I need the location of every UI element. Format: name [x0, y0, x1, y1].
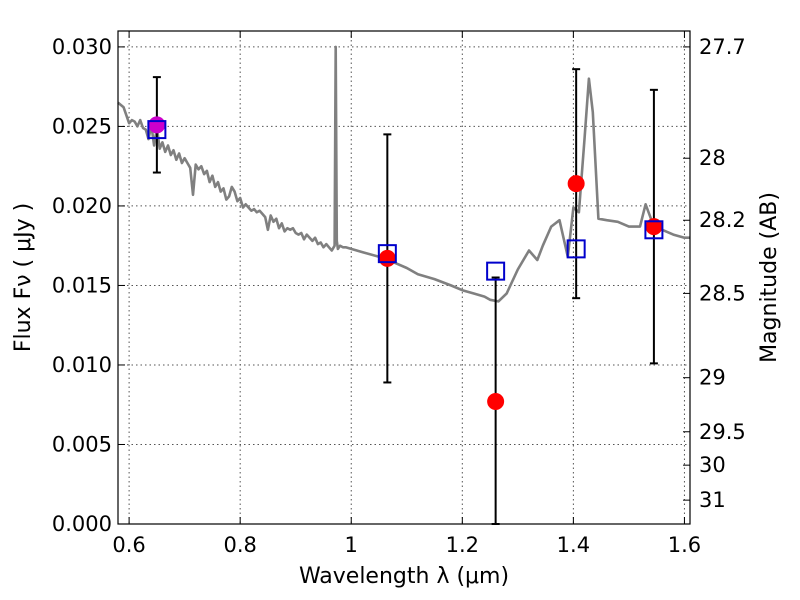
y-tick-label: 0.005	[52, 432, 112, 456]
y-tick-label: 0.020	[52, 194, 112, 218]
model-photometry-point	[377, 244, 397, 264]
error-bars	[152, 68, 658, 525]
y-tick-label: 0.000	[52, 512, 112, 536]
observed-point	[567, 175, 585, 193]
model-photometry-point	[644, 220, 664, 240]
observed-point	[487, 393, 505, 411]
model-spectrum-line	[117, 45, 690, 303]
observed-point	[148, 116, 166, 134]
x-tick-label: 0.8	[223, 533, 256, 557]
y-tick-label: 0.010	[52, 353, 112, 377]
x-tick-label: 1.6	[668, 533, 701, 557]
observed-point	[378, 249, 396, 267]
y-tick-label: 0.025	[52, 114, 112, 138]
x-tick-label: 1	[345, 533, 358, 557]
model-photometry-point	[566, 239, 586, 259]
grid	[118, 31, 690, 525]
y2-tick-label: 29.5	[699, 420, 746, 444]
y2-axis-label: Magnitude (AB)	[757, 192, 782, 363]
x-axis-label: Wavelength λ (μm)	[299, 564, 509, 589]
model-photometry-point	[147, 120, 167, 140]
plot-frame	[117, 30, 691, 525]
y2-tick-label: 27.7	[699, 35, 746, 59]
y2-tick-label: 31	[699, 488, 726, 512]
model-spectrum	[117, 45, 690, 303]
y-tick-label: 0.030	[52, 35, 112, 59]
axis-ticks	[118, 31, 690, 525]
y-axis-label: Flux Fν ( μJy )	[11, 203, 36, 352]
y2-tick-label: 29	[699, 366, 726, 390]
y2-tick-label: 30	[699, 453, 726, 477]
y2-tick-label: 28.5	[699, 281, 746, 305]
model-photometry-point	[486, 261, 506, 281]
observed-points	[148, 116, 663, 411]
y-tick-label: 0.015	[52, 273, 112, 297]
x-tick-label: 1.2	[446, 533, 479, 557]
y2-tick-label: 28	[699, 146, 726, 170]
x-tick-label: 0.6	[112, 533, 145, 557]
model-photometry-points	[147, 120, 664, 281]
y2-tick-labels: 27.7 28 28.2 28.5 29 29.5 30 31	[699, 35, 746, 512]
x-tick-label: 1.4	[557, 533, 590, 557]
y2-tick-label: 28.2	[699, 208, 746, 232]
x-tick-labels: 0.6 0.8 1 1.2 1.4 1.6	[112, 533, 701, 557]
y-tick-labels: 0.000 0.005 0.010 0.015 0.020 0.025 0.030	[52, 35, 112, 536]
